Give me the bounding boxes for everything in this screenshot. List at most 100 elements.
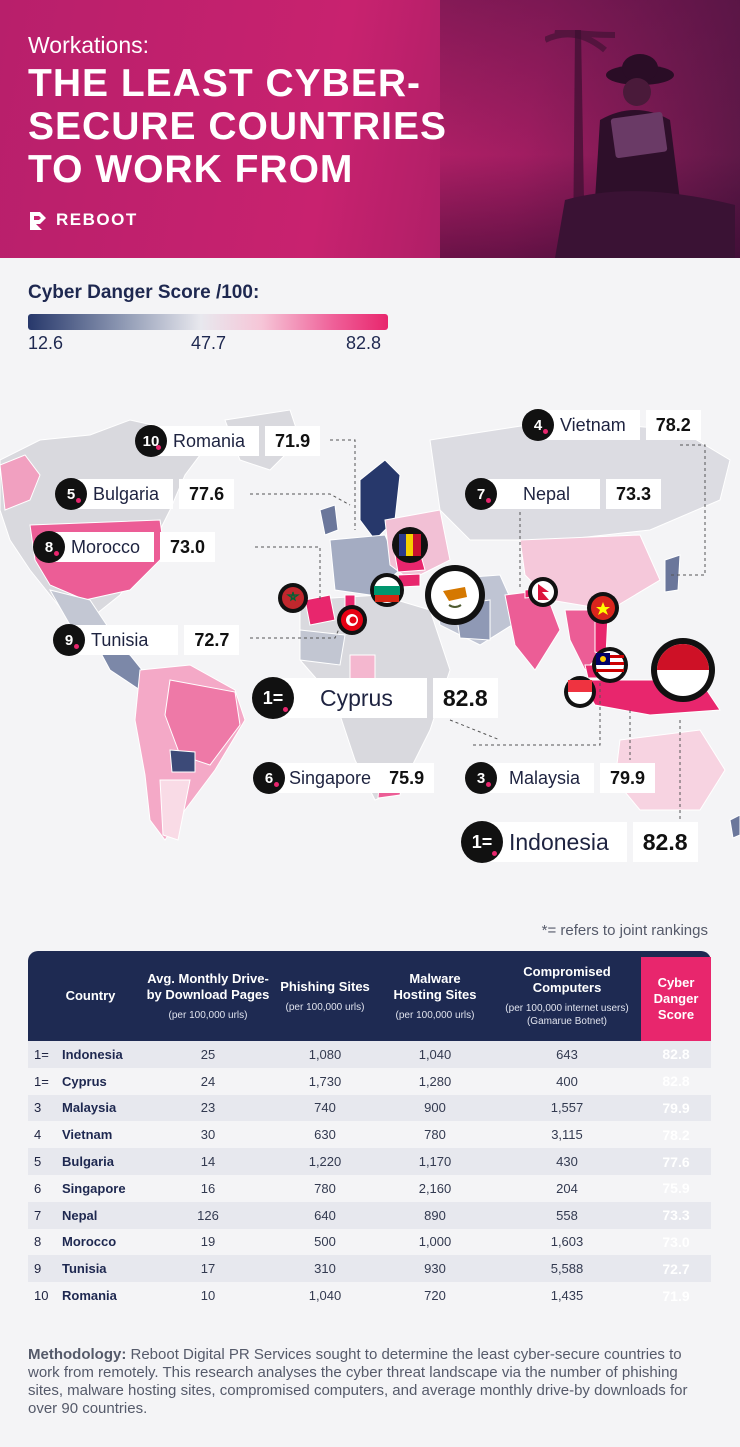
cell-score: 82.8 — [662, 1046, 690, 1063]
col-header-label: Phishing Sites — [280, 978, 370, 994]
cell-rank: 1= — [34, 1073, 49, 1089]
cell-phishing: 500 — [314, 1234, 336, 1250]
country-name: Cyprus — [280, 678, 427, 718]
table-row: 5 Bulgaria 14 1,220 1,170 430 77.6 — [28, 1148, 711, 1175]
map-label-vietnam: 4 Vietnam 78.2 — [522, 407, 701, 443]
country-name: Bulgaria — [73, 479, 174, 509]
country-name: Tunisia — [71, 625, 179, 655]
country-name: Nepal — [483, 479, 601, 509]
page-title: THE LEAST CYBER-SECURE COUNTRIES TO WORK… — [28, 62, 448, 191]
col-header-sub: (per 100,000 urls) — [285, 1001, 365, 1013]
cell-country: Singapore — [62, 1180, 126, 1196]
score-value: 78.2 — [645, 410, 701, 440]
cell-score: 79.9 — [662, 1099, 690, 1116]
cell-country: Cyprus — [62, 1073, 107, 1089]
reboot-logo-icon — [30, 212, 46, 230]
brand-name: REBOOT — [56, 210, 138, 229]
cyprus-flag-pin — [425, 565, 485, 625]
table-row: 1= Indonesia 25 1,080 1,040 643 82.8 — [28, 1041, 711, 1068]
cell-phishing: 740 — [314, 1100, 336, 1116]
remote-worker-illustration — [545, 30, 735, 258]
brand-logo[interactable]: REBOOT — [28, 210, 138, 230]
brazil — [164, 679, 241, 766]
table-row: 4 Vietnam 30 630 780 3,115 78.2 — [28, 1121, 711, 1149]
cell-score: 82.8 — [662, 1073, 690, 1090]
methodology-body: Reboot Digital PR Services sought to det… — [28, 1346, 688, 1417]
cell-phishing: 310 — [314, 1261, 336, 1277]
singapore-flag-pin — [564, 676, 596, 708]
cell-country: Nepal — [62, 1207, 98, 1223]
country-name: Vietnam — [540, 410, 640, 440]
cell-malware: 1,170 — [418, 1154, 452, 1170]
rank-badge: 10 — [135, 425, 167, 457]
cell-score: 73.3 — [662, 1207, 690, 1224]
score-value: 82.8 — [632, 822, 698, 862]
col-header-label: Country — [65, 988, 116, 1003]
cell-compromised: 204 — [556, 1180, 578, 1196]
rank-badge: 9 — [53, 624, 85, 656]
bulgaria-flag-pin — [370, 573, 404, 607]
cell-score: 72.7 — [662, 1260, 690, 1277]
vietnam-flag-pin — [587, 592, 619, 624]
col-malware: Malware Hosting Sites (per 100,000 urls) — [385, 951, 485, 1041]
rank-badge: 5 — [55, 478, 87, 510]
legend-max: 82.8 — [346, 333, 382, 353]
table-row: 7 Nepal 126 640 890 558 73.3 — [28, 1201, 711, 1229]
cell-rank: 9 — [34, 1261, 42, 1277]
map-label-tunisia: 9 Tunisia 72.7 — [53, 622, 240, 658]
joint-ranking-footnote: *= refers to joint rankings — [541, 922, 708, 939]
connector-lines — [250, 439, 706, 820]
cell-compromised: 430 — [556, 1154, 578, 1170]
col-header-sub: (per 100,000 internet users) (Gamarue Bo… — [505, 1003, 629, 1027]
rank-badge: 6 — [253, 762, 285, 794]
cell-malware: 720 — [424, 1288, 446, 1304]
cell-rank: 10 — [34, 1288, 49, 1304]
map-label-romania: 10 Romania 71.9 — [135, 423, 321, 459]
cell-country: Bulgaria — [62, 1154, 115, 1170]
tunisia-flag-pin — [337, 605, 367, 635]
cell-country: Romania — [62, 1288, 117, 1304]
col-country: Country — [48, 951, 133, 1041]
cell-score: 78.2 — [662, 1126, 690, 1143]
cell-rank: 7 — [34, 1207, 42, 1223]
cell-rank: 1= — [34, 1046, 49, 1062]
methodology-label: Methodology: — [28, 1346, 127, 1363]
score-value: 77.6 — [179, 479, 235, 509]
legend-min: 12.6 — [28, 333, 64, 353]
cell-driveby: 17 — [200, 1261, 216, 1277]
cell-driveby: 25 — [200, 1046, 216, 1062]
score-value: 79.9 — [600, 763, 656, 793]
col-header-label: Cyber Danger Score — [653, 975, 699, 1022]
country-name: Morocco — [51, 532, 155, 562]
col-header-sub: (per 100,000 urls) — [168, 1009, 248, 1021]
cell-score: 75.9 — [662, 1180, 690, 1197]
score-value: 73.0 — [160, 532, 216, 562]
col-phishing: Phishing Sites (per 100,000 urls) — [273, 951, 377, 1041]
cell-rank: 5 — [34, 1154, 42, 1170]
cell-country: Tunisia — [62, 1261, 107, 1277]
rank-badge: 8 — [33, 531, 65, 563]
cell-compromised: 5,588 — [550, 1261, 584, 1277]
alaska — [0, 454, 41, 511]
rank-badge: 7 — [465, 478, 497, 510]
flag-pins — [278, 527, 715, 708]
world-map — [0, 409, 740, 841]
cell-phishing: 640 — [314, 1207, 336, 1223]
cell-driveby: 23 — [200, 1100, 216, 1116]
map-label-bulgaria: 5 Bulgaria 77.6 — [55, 476, 235, 512]
rank-badge: 1= — [252, 677, 294, 719]
cell-malware: 1,280 — [418, 1073, 452, 1089]
col-header-sub: (per 100,000 urls) — [395, 1009, 475, 1021]
cell-malware: 2,160 — [418, 1180, 452, 1196]
west-africa — [299, 629, 346, 666]
table-header: Country Avg. Monthly Drive-by Download P… — [28, 951, 711, 1041]
cell-score: 73.0 — [662, 1233, 690, 1250]
cell-driveby: 19 — [200, 1234, 216, 1250]
malaysia-flag-pin — [592, 647, 628, 683]
legend-title: Cyber Danger Score /100: — [28, 282, 260, 303]
cell-score: 71.9 — [662, 1287, 690, 1304]
table-row: 1= Cyprus 24 1,730 1,280 400 82.8 — [28, 1067, 711, 1095]
country-name: Indonesia — [489, 822, 627, 862]
cell-malware: 1,040 — [418, 1046, 452, 1062]
table-row: 6 Singapore 16 780 2,160 204 75.9 — [28, 1174, 711, 1202]
